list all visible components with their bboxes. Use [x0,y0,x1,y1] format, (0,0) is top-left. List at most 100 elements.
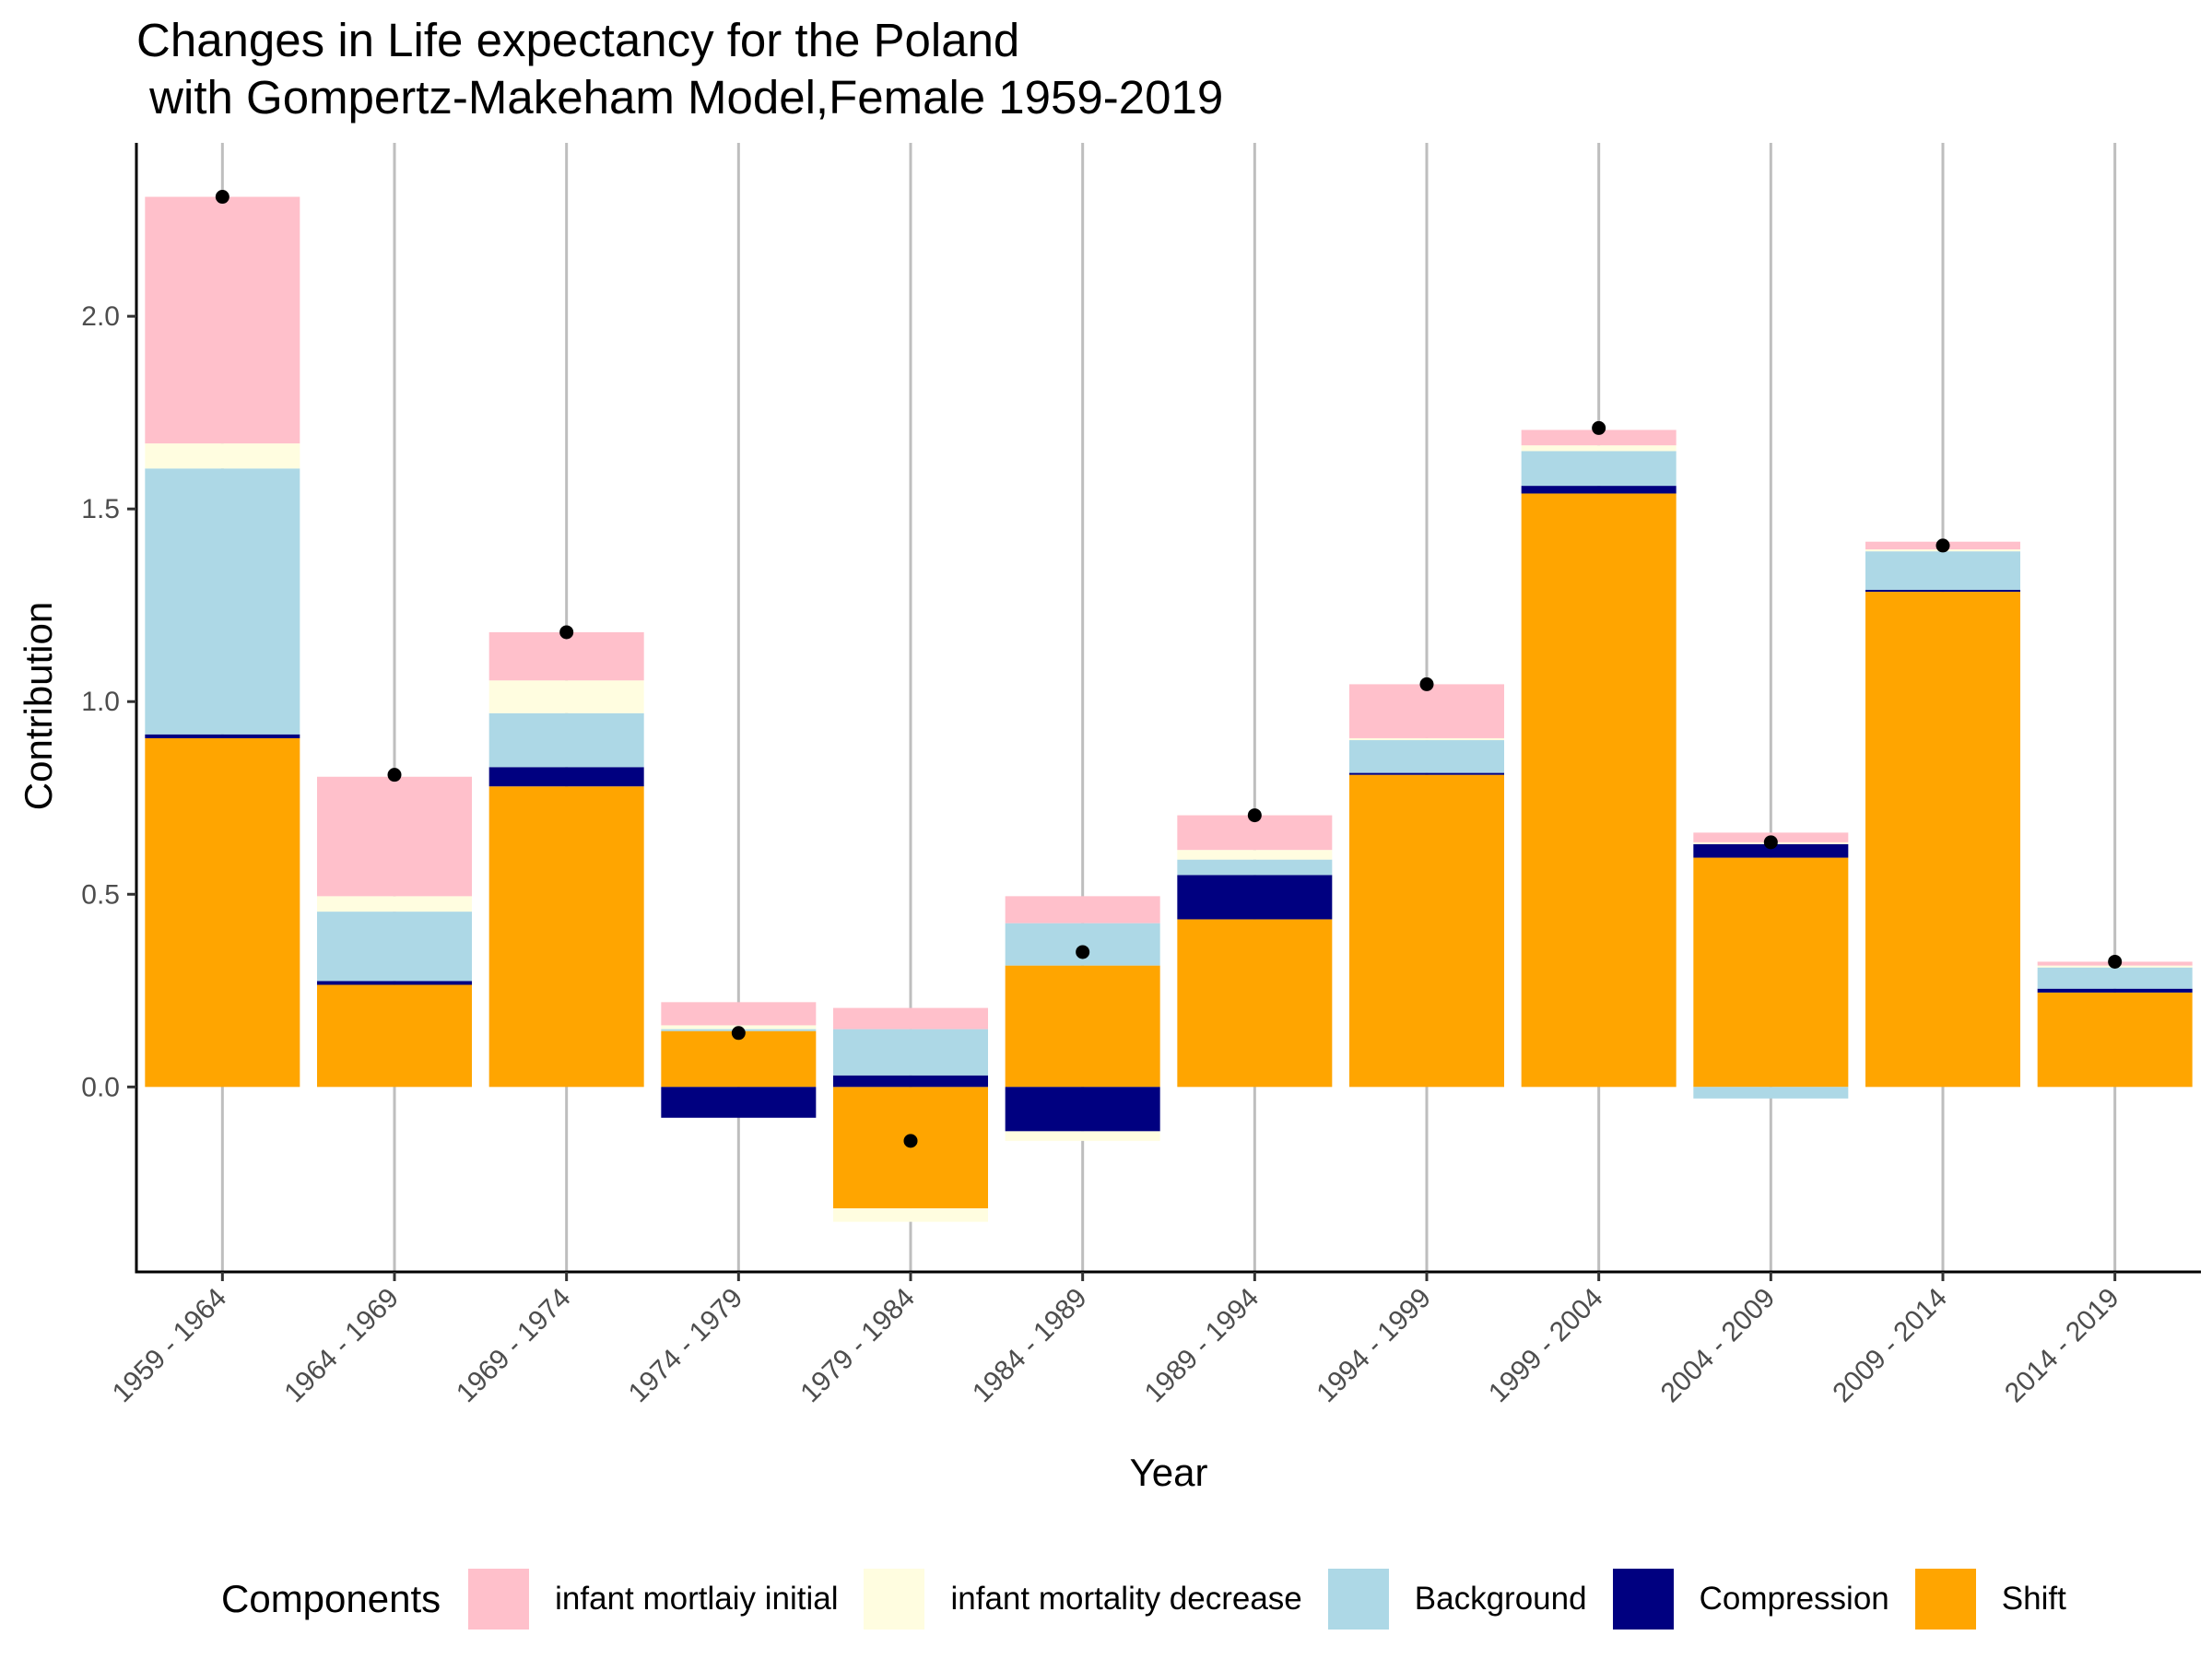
legend-label: infant mortality decrease [950,1581,1302,1617]
bar-segment-infant-mortlaiy-initial [833,1007,988,1030]
bar-segment-background [833,1029,988,1076]
x-tick-label: 1999 - 2004 [1483,1283,1609,1409]
x-tick-label: 2009 - 2014 [1827,1283,1953,1409]
total-point [1247,808,1262,823]
bar-segment-background [2037,967,2193,989]
bar-segment-shift [145,737,300,1088]
bar-segment-shift [1177,919,1333,1088]
bar-segment-background [145,468,300,735]
bar-segment-background [488,712,644,768]
chart-plot: 0.0 0.5 1.0 1.5 2.0 1959 - 1964 1964 - 1969 196… [17,143,2201,1494]
bar-segment-compression [661,1087,817,1118]
point-layer [215,190,2123,1148]
x-tick-label: 2004 - 2009 [1655,1283,1782,1409]
legend-item-infant-mortality-initial: infant mortlaiy initial [468,1569,838,1630]
bar-segment-shift [1693,857,1849,1088]
legend: Components infant mortlaiy initial infan… [221,1562,2092,1636]
bar-segment-shift [1521,493,1677,1088]
bar-segment-compression [488,767,644,787]
bar-segment-compression [145,734,300,738]
bar-segment-shift [661,1030,817,1088]
bar-segment-background [1521,451,1677,487]
bar-segment-infant-mortality-decrease [145,443,300,469]
total-point [559,625,574,640]
bar-segment-infant-mortlaiy-initial [661,1002,817,1026]
total-point [215,190,229,205]
total-point [1419,677,1434,691]
legend-item-shift: Shift [1914,1569,2066,1630]
x-tick-label: 1964 - 1969 [278,1283,405,1409]
x-tick-label: 1984 - 1989 [967,1283,1093,1409]
bar-segment-infant-mortality-decrease [488,680,644,713]
bar-segment-compression [1177,875,1333,920]
total-point [1763,835,1778,850]
legend-key-background [1327,1569,1389,1630]
x-tick-label: 1994 - 1999 [1311,1283,1437,1409]
bar-segment-infant-mortlaiy-initial [317,776,472,897]
bar-segment-compression [833,1075,988,1088]
legend-title: Components [221,1577,441,1620]
y-axis-title: Contribution [17,602,60,810]
bar-segment-infant-mortality-decrease [1177,850,1333,860]
legend-label: Shift [2001,1581,2066,1617]
legend-item-compression: Compression [1612,1569,1889,1630]
x-tick-label: 1974 - 1979 [623,1283,749,1409]
legend-label: infant mortlaiy initial [555,1581,839,1617]
bar-segment-shift [2037,992,2193,1088]
bar-segment-compression [1693,843,1849,858]
bar-segment-infant-mortality-decrease [1005,1131,1160,1141]
total-point [2108,954,2123,969]
y-tick-label: 2.0 [81,301,120,332]
bar-segment-compression [1865,589,2020,593]
legend-item-background: Background [1327,1569,1587,1630]
y-tick-label: 1.0 [81,687,120,717]
legend-label: Background [1414,1581,1587,1617]
bar-segment-compression [317,981,472,985]
bar-segment-background [1005,923,1160,966]
bar-segment-shift [488,786,644,1088]
x-tick-label: 1989 - 1994 [1139,1283,1265,1409]
x-tick-label: 2014 - 2019 [1999,1283,2125,1409]
bar-segment-compression [2037,988,2193,993]
total-point [1592,420,1606,435]
y-tick-label: 0.5 [81,879,120,910]
bar-segment-background [1349,740,1504,773]
bar-segment-infant-mortlaiy-initial [145,196,300,444]
legend-key-infant-mortality-decrease [864,1569,925,1630]
bar-segment-background [1693,1087,1849,1099]
bar-segment-infant-mortality-decrease [1349,737,1504,741]
bar-segment-infant-mortality-decrease [317,896,472,912]
bar-segment-compression [1521,486,1677,494]
x-tick-label: 1969 - 1974 [451,1283,577,1409]
x-tick-label: 1979 - 1984 [794,1283,921,1409]
bar-segment-shift [1349,774,1504,1088]
bar-segment-background [1177,859,1333,876]
bar-segment-infant-mortlaiy-initial [1005,896,1160,924]
chart-title-line-1: Changes in Life expectancy for the Polan… [136,14,1020,66]
y-tick-label: 1.5 [81,494,120,524]
y-tick-label: 0.0 [81,1072,120,1102]
bar-segment-background [1865,551,2020,590]
bar-segment-infant-mortlaiy-initial [488,631,644,681]
total-point [387,768,402,782]
bar-segment-background [317,912,472,982]
bar-segment-shift [317,984,472,1088]
total-point [903,1134,918,1148]
bar-layer [145,196,2193,1222]
bar-segment-shift [1865,592,2020,1088]
x-axis-title: Year [1130,1451,1208,1494]
bar-segment-infant-mortlaiy-initial [1349,684,1504,738]
legend-key-infant-mortality-initial [468,1569,530,1630]
legend-key-compression [1612,1569,1674,1630]
x-tick-label: 1959 - 1964 [107,1283,233,1409]
bar-segment-shift [1005,965,1160,1088]
bar-segment-infant-mortlaiy-initial [1521,429,1677,446]
bar-segment-infant-mortality-decrease [833,1208,988,1222]
bar-segment-compression [1349,772,1504,775]
legend-item-infant-mortality-decrease: infant mortality decrease [864,1569,1302,1630]
bar-segment-infant-mortality-decrease [1521,445,1677,452]
total-point [1076,945,1090,959]
total-point [1936,538,1950,553]
total-point [731,1026,746,1041]
chart-title-line-2: with Gompertz-Makeham Model,Female 1959-… [136,71,1224,124]
